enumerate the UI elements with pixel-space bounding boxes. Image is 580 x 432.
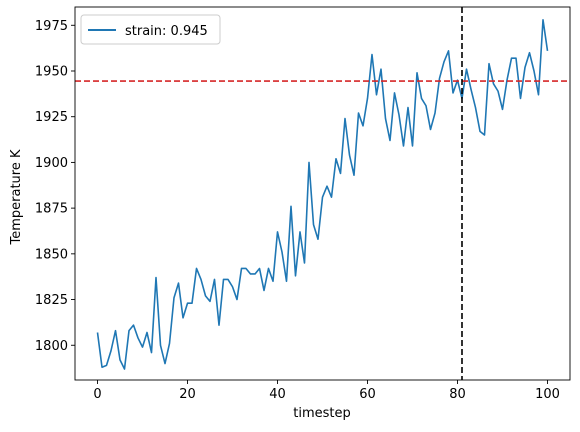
plot-area (74, 6, 571, 381)
y-tick-label: 1925 (35, 110, 68, 125)
y-tick-label: 1900 (35, 156, 68, 171)
axis-ticks: 0 20 40 60 80 100 1800 1825 1850 1875 1900 1925 1950… (35, 19, 560, 402)
legend-frame (80, 14, 221, 45)
x-tick-label: 100 (535, 387, 560, 402)
x-axis-label: timestep (293, 406, 351, 421)
y-tick-label: 1850 (35, 247, 68, 262)
legend: strain: 0.945 (80, 14, 221, 45)
x-tick-label: 40 (269, 387, 286, 402)
x-tick-label: 60 (359, 387, 376, 402)
y-tick-label: 1825 (35, 293, 68, 308)
x-tick-label: 20 (179, 387, 196, 402)
y-tick-label: 1950 (35, 64, 68, 79)
legend-label: strain: 0.945 (125, 24, 208, 39)
y-tick-label: 1800 (35, 339, 68, 354)
y-tick-label: 1975 (35, 19, 68, 34)
y-axis-label: Temperature K (9, 149, 24, 245)
y-tick-label: 1875 (35, 202, 68, 217)
series-line (96, 18, 549, 370)
x-tick-label: 0 (93, 387, 101, 402)
axes-frame (74, 6, 571, 381)
x-tick-label: 80 (449, 387, 466, 402)
